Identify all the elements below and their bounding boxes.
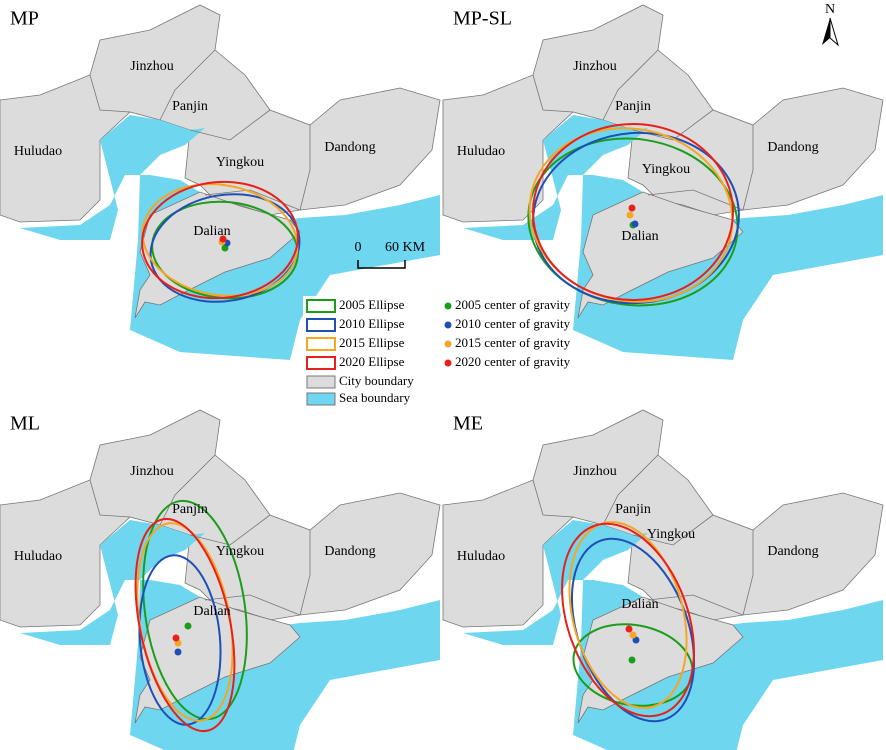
city-label: Dandong [767, 544, 818, 559]
city-label: Yingkou [216, 155, 264, 170]
city-label: Jinzhou [130, 59, 174, 74]
legend-dot [444, 302, 452, 310]
legend-swatch [306, 299, 336, 313]
legend-swatch [306, 375, 336, 389]
panel-title: ME [453, 413, 483, 435]
city-label: Huludao [457, 144, 505, 159]
std-ellipse [142, 499, 248, 721]
city-label: Panjin [615, 502, 651, 517]
legend-label: 2015 center of gravity [455, 335, 571, 350]
legend-label: 2010 Ellipse [339, 316, 405, 331]
legend-swatch [306, 318, 336, 332]
city-label: Yingkou [216, 544, 264, 559]
std-ellipse [141, 180, 299, 300]
legend-label: 2005 center of gravity [455, 297, 571, 312]
gravity-center [631, 220, 639, 228]
legend-bg [303, 296, 553, 406]
legend-label: 2005 Ellipse [339, 297, 405, 312]
legend-swatch [306, 356, 336, 370]
legend-label: City boundary [339, 373, 414, 388]
panels: MP Jinzhou Panjin Huludao Yingkou Dandong Dali… [0, 4, 884, 750]
gravity-center [628, 656, 636, 664]
gravity-center [184, 622, 192, 630]
city-label: Dalian [621, 597, 658, 612]
north-arrow: N [822, 2, 839, 47]
gravity-center [629, 631, 637, 639]
city-label: Jinzhou [573, 464, 617, 479]
legend-dot [444, 321, 452, 329]
panel-title: ML [10, 413, 40, 435]
gravity-center [628, 204, 636, 212]
city-label: Jinzhou [130, 464, 174, 479]
legend-label: 2020 Ellipse [339, 354, 405, 369]
city-label: Panjin [172, 99, 208, 114]
legend-label: Sea boundary [339, 390, 411, 405]
city-label: Panjin [615, 99, 651, 114]
arrow-left [822, 18, 830, 45]
legend-swatch [306, 392, 336, 406]
panel-title: MP [10, 8, 39, 30]
scale-bar: 0 60 KM [355, 240, 426, 269]
legend-label: 2020 center of gravity [455, 354, 571, 369]
city-label: Yingkou [642, 162, 690, 177]
city-label: Huludao [14, 144, 62, 159]
map-panel: MP Jinzhou Panjin Huludao Yingkou Dandong Dali… [0, 4, 441, 361]
legend-dot [444, 340, 452, 348]
panel-title: MP-SL [453, 8, 512, 30]
gravity-center [219, 235, 227, 243]
city-label: Panjin [172, 502, 208, 517]
city-label: Huludao [457, 549, 505, 564]
base-map [442, 409, 884, 750]
std-ellipse [532, 123, 734, 301]
legend-label: 2015 Ellipse [339, 335, 405, 350]
city-label: Dalian [621, 229, 658, 244]
city-label: Dalian [193, 604, 230, 619]
gravity-center [172, 634, 180, 642]
city-label: Yingkou [647, 527, 695, 542]
arrow-right [829, 17, 839, 47]
city-label: Dandong [324, 140, 375, 155]
scale-start: 0 [355, 240, 362, 255]
map-panel: MP-SL Jinzhou Panjin Huludao Yingkou Dandong D… [442, 4, 884, 361]
legend-label: 2010 center of gravity [455, 316, 571, 331]
scale-line [357, 260, 406, 269]
city-label: Dalian [193, 224, 230, 239]
map-panel: ML Jinzhou Panjin Huludao Yingkou Dandong Dali… [0, 409, 441, 750]
north-label: N [825, 2, 835, 17]
gravity-center [174, 648, 182, 656]
gravity-center [626, 211, 634, 219]
std-ellipse [134, 517, 236, 733]
legend-dot [444, 359, 452, 367]
std-ellipse [532, 131, 740, 305]
city-label: Dandong [324, 544, 375, 559]
gravity-center [625, 625, 633, 633]
scale-end: 60 KM [385, 240, 426, 255]
legend: 2005 Ellipse 2010 Ellipse 2015 Ellipse 2020… [303, 296, 571, 406]
std-ellipse [561, 522, 695, 718]
map-panel: ME Jinzhou Panjin Huludao Yingkou Dandong Dali… [442, 409, 884, 750]
std-ellipse [141, 183, 299, 297]
legend-swatch [306, 337, 336, 351]
city-label: Huludao [14, 549, 62, 564]
city-label: Jinzhou [573, 59, 617, 74]
city-label: Dandong [767, 140, 818, 155]
